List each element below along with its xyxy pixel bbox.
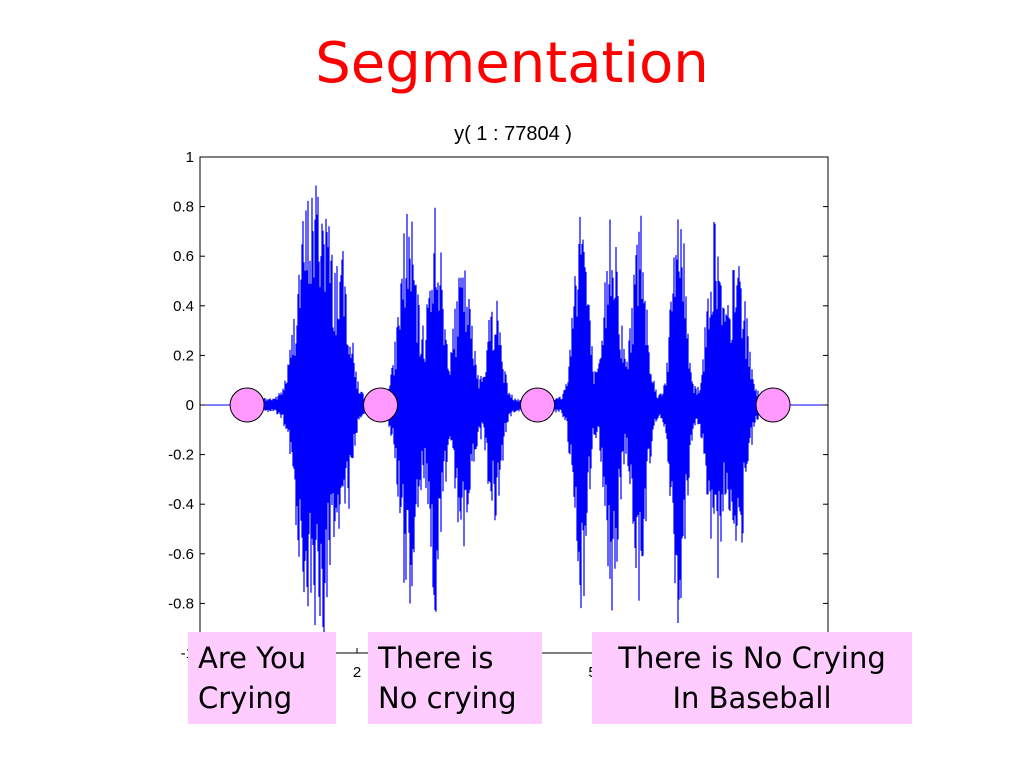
y-tick-label: 0	[186, 397, 194, 414]
y-tick-label: 1	[186, 149, 194, 166]
slide-title: Segmentation	[315, 31, 709, 96]
segment-boundary-marker	[363, 387, 399, 423]
segment-label-2: There is No crying	[368, 632, 542, 724]
y-tick-label: -0.2	[168, 447, 194, 464]
segment-label-3-line1: There is No Crying	[618, 641, 886, 675]
y-tick-label: 0.6	[173, 248, 194, 265]
segment-label-2-line2: No crying	[378, 681, 517, 715]
segment-label-1-line1: Are You	[198, 641, 307, 675]
x-tick-label: 2	[353, 664, 361, 681]
segment-label-3: There is No Crying In Baseball	[592, 632, 912, 724]
chart-title: y( 1 : 77804 )	[454, 123, 572, 145]
segment-boundary-marker	[229, 387, 265, 423]
segment-boundary-marker	[520, 387, 556, 423]
y-tick-label: 0.2	[173, 347, 194, 364]
y-tick-label: -0.8	[168, 595, 194, 612]
segment-label-3-line2: In Baseball	[672, 681, 832, 715]
segment-label-1: Are You Crying	[188, 632, 336, 724]
segment-markers	[229, 387, 791, 423]
waveform-series	[200, 185, 828, 634]
y-tick-label: -0.4	[168, 496, 194, 513]
segment-label-2-line1: There is	[378, 641, 494, 675]
y-tick-label: 0.4	[173, 298, 194, 315]
segment-boundary-marker	[755, 387, 791, 423]
y-tick-label: 0.8	[173, 199, 194, 216]
y-tick-label: -0.6	[168, 546, 194, 563]
segment-label-1-line2: Crying	[198, 681, 293, 715]
y-axis: 10.80.60.40.20-0.2-0.4-0.6-0.8-125	[168, 149, 828, 681]
